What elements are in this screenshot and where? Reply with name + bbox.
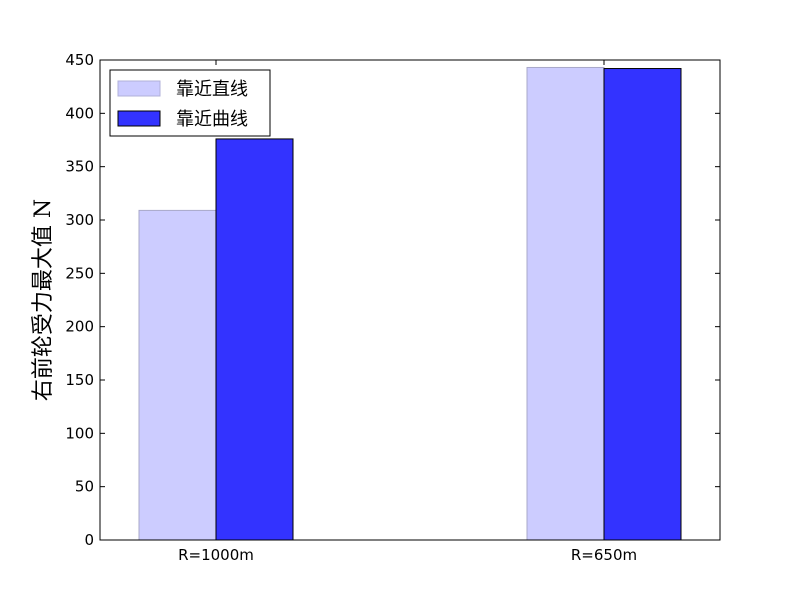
- y-tick-label: 200: [65, 318, 94, 336]
- plot-frame: [99, 59, 721, 541]
- legend-swatch-straight: [117, 80, 161, 97]
- y-tick-label: 450: [65, 51, 94, 69]
- y-tick-label: 50: [75, 478, 94, 496]
- y-tick-label: 0: [84, 531, 94, 549]
- y-tick-label: 100: [65, 424, 94, 442]
- legend-label-straight: 靠近直线: [176, 79, 248, 100]
- bar-curve-0: [215, 138, 294, 541]
- y-tick-label: 250: [65, 264, 94, 282]
- bar-straight-1: [526, 66, 605, 541]
- bar-curve-1: [603, 68, 682, 541]
- y-tick-label: 400: [65, 104, 94, 122]
- y-tick-label: 150: [65, 371, 94, 389]
- legend: 靠近直线 靠近曲线: [109, 69, 271, 137]
- y-tick-label: 300: [65, 211, 94, 229]
- legend-swatch-curve: [117, 110, 161, 127]
- x-tick-label: R=650m: [571, 546, 637, 564]
- axis-ticks: 0 50 100 150 200 250 300 350 400 450 R=1000m R=650m: [65, 51, 720, 564]
- bars-layer: [138, 66, 682, 541]
- legend-label-curve: 靠近曲线: [176, 109, 248, 130]
- y-tick-label: 350: [65, 158, 94, 176]
- y-axis-label: 右前轮受力最大值 N: [31, 199, 56, 401]
- bar-straight-0: [138, 209, 217, 541]
- x-tick-label: R=1000m: [178, 546, 254, 564]
